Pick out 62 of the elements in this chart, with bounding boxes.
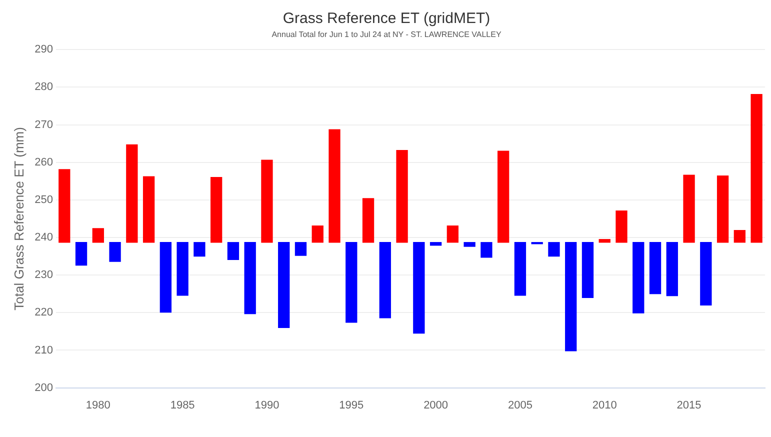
bar	[328, 129, 340, 243]
bar	[430, 242, 442, 246]
bar	[294, 242, 307, 256]
y-tick-label: 240	[34, 232, 53, 244]
bar	[109, 242, 121, 262]
y-tick-label: 250	[34, 194, 53, 206]
bar	[126, 144, 138, 243]
y-axis-title: Total Grass Reference ET (mm)	[11, 127, 26, 310]
bar	[346, 242, 358, 323]
bar	[616, 210, 628, 243]
bar	[598, 239, 610, 243]
y-tick-label: 220	[34, 306, 53, 319]
bar	[716, 176, 729, 243]
y-tick-label: 230	[34, 269, 53, 282]
bar	[666, 242, 678, 296]
x-tick-label: 2005	[508, 399, 532, 412]
bar	[649, 242, 662, 294]
x-tick-label: 1995	[339, 399, 364, 412]
bar	[75, 242, 88, 266]
bar	[683, 174, 695, 243]
bar	[548, 242, 560, 257]
bar	[700, 242, 712, 306]
chart-subtitle: Annual Total for Jun 1 to Jul 24 at NY - ST. LAWRENCE VALLEY	[272, 30, 502, 40]
y-tick-label: 280	[34, 81, 53, 94]
bar	[227, 242, 240, 260]
bar	[750, 94, 762, 243]
x-tick-label: 2015	[676, 399, 702, 412]
bar	[362, 198, 374, 243]
bar	[413, 242, 425, 334]
chart-title: Grass Reference ET (gridMET)	[282, 10, 490, 28]
bar	[244, 242, 256, 314]
bar	[514, 242, 526, 296]
bar	[582, 242, 594, 298]
bar	[396, 150, 408, 243]
bar	[446, 226, 459, 243]
y-tick-label: 260	[34, 156, 53, 168]
bar	[194, 242, 206, 257]
bar	[632, 242, 644, 314]
bar	[278, 242, 290, 328]
bar	[498, 150, 510, 243]
bar	[565, 242, 577, 352]
bar	[210, 177, 222, 243]
bar	[379, 242, 391, 318]
y-tick-label: 270	[34, 118, 53, 131]
bar	[480, 242, 492, 258]
x-tick-label: 2000	[424, 399, 448, 412]
bar	[142, 176, 155, 243]
bar	[312, 226, 324, 243]
y-tick-label: 290	[34, 44, 53, 56]
bar	[176, 242, 188, 296]
bar	[734, 230, 746, 243]
x-tick-label: 1980	[86, 399, 110, 412]
bar	[464, 242, 476, 247]
y-tick-label: 200	[34, 382, 53, 394]
x-tick-label: 1985	[170, 399, 195, 412]
x-tick-label: 2010	[592, 399, 617, 412]
bar	[261, 160, 273, 243]
x-tick-label: 1990	[254, 399, 280, 412]
bar	[160, 242, 172, 313]
bar	[92, 228, 104, 243]
y-tick-label: 210	[34, 344, 53, 356]
bar	[58, 169, 70, 243]
